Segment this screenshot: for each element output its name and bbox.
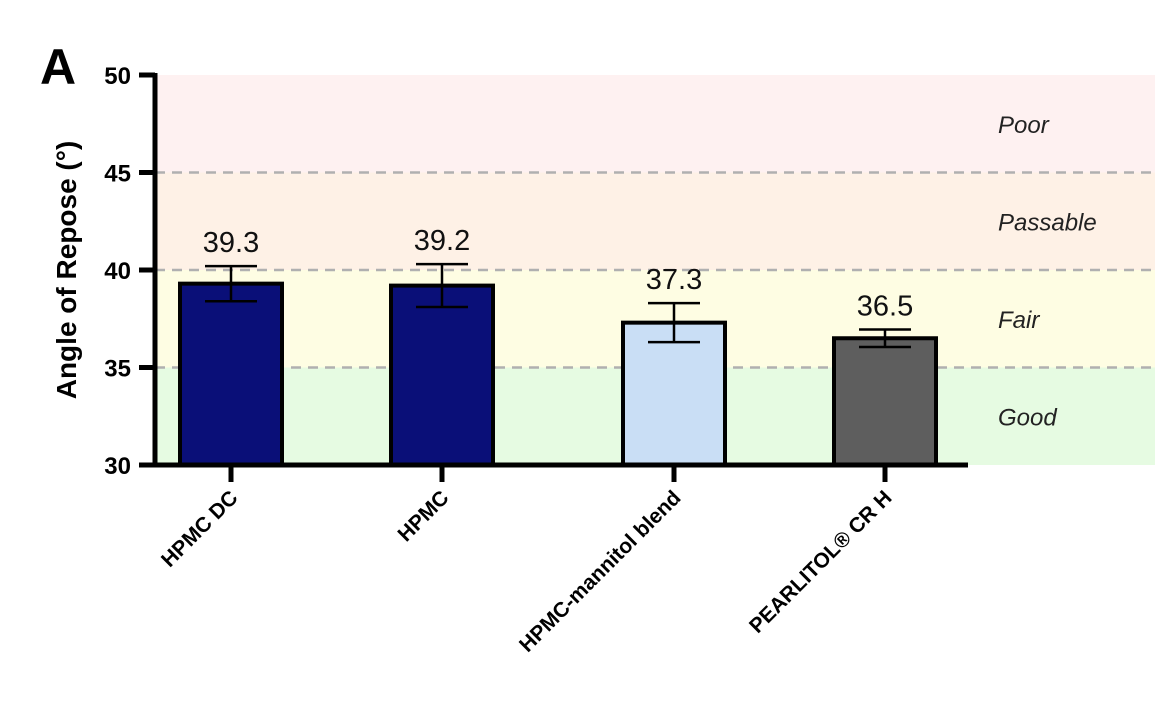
data-label-4: 36.5 [857, 290, 913, 322]
category-label-3: HPMC-mannitol blend [515, 486, 686, 657]
category-label-1: HPMC DC [157, 486, 243, 572]
zone-label-poor: Poor [998, 112, 1050, 139]
data-label-2: 39.2 [414, 225, 470, 257]
zone-label-good: Good [998, 404, 1057, 431]
y-ticks: 30 35 40 45 50 [104, 63, 155, 480]
panel-label: A [40, 39, 76, 95]
zone-labels: Good Fair Passable Poor [998, 112, 1097, 432]
y-tick-label-1: 30 [104, 453, 131, 480]
bar-4 [832, 336, 938, 467]
y-tick-label-4: 45 [104, 161, 131, 188]
bar-1 [178, 281, 284, 467]
zone-label-passable: Passable [998, 209, 1097, 236]
zone-band-poor [155, 75, 1155, 173]
data-labels: 39.3 39.2 37.3 36.5 [203, 225, 913, 322]
bar-3 [621, 320, 727, 467]
zone-band-passable [155, 172, 1155, 270]
data-label-1: 39.3 [203, 227, 259, 259]
data-label-3: 37.3 [646, 264, 702, 296]
bar-2 [389, 283, 495, 467]
error-bars [205, 262, 911, 349]
y-tick-label-2: 35 [104, 356, 131, 383]
category-label-2: HPMC [394, 486, 454, 546]
category-labels: HPMC DC HPMC HPMC-mannitol blend PEARLITOL®… [157, 465, 897, 657]
y-tick-label-3: 40 [104, 258, 131, 285]
category-label-4: PEARLITOL® CR H [745, 486, 897, 638]
y-axis-label: Angle of Repose (°) [51, 141, 82, 400]
y-tick-label-5: 50 [104, 63, 131, 90]
zone-label-fair: Fair [998, 307, 1040, 334]
